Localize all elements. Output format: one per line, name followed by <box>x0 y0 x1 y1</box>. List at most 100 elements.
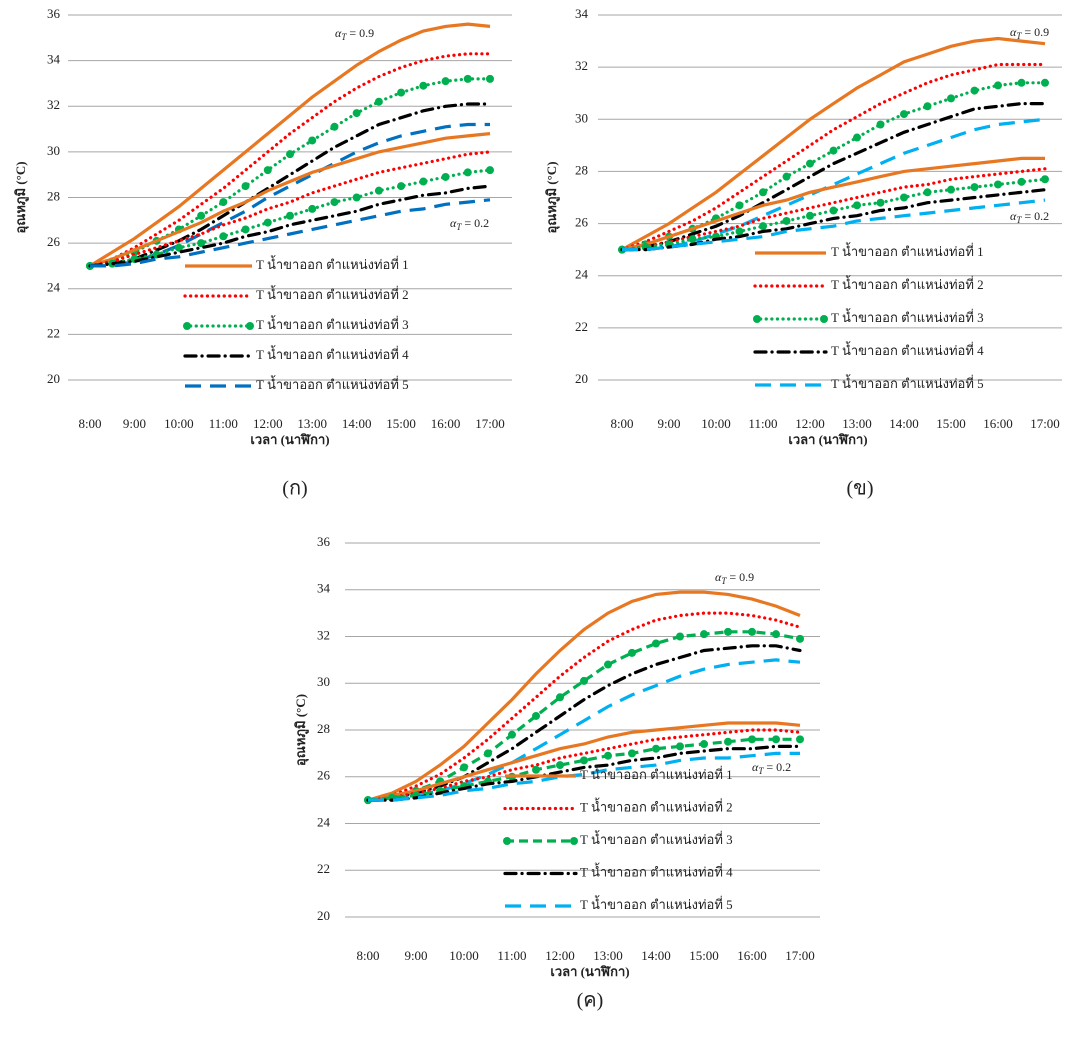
x-tick-label: 10:00 <box>449 948 479 963</box>
legend-label: T น้ำขาออก ตำแหน่งท่อที่ 2 <box>256 285 409 302</box>
series-marker <box>735 227 744 236</box>
series-marker <box>556 693 564 702</box>
x-tick-label: 13:00 <box>297 416 327 431</box>
legend-label: T น้ำขาออก ตำแหน่งท่อที่ 1 <box>256 255 409 272</box>
series-marker <box>1041 78 1049 87</box>
series-line <box>368 751 800 802</box>
legend-label: T น้ำขาออก ตำแหน่งท่อที่ 1 <box>831 242 984 259</box>
y-tick-label: 20 <box>317 908 330 923</box>
series-marker <box>782 216 791 225</box>
caption: (ก) <box>282 478 307 500</box>
series-marker <box>197 239 206 248</box>
x-tick-label: 12:00 <box>795 416 825 431</box>
series-marker <box>419 177 428 186</box>
y-tick-label: 24 <box>317 814 331 829</box>
series-marker <box>219 198 228 207</box>
series-line <box>368 658 801 802</box>
legend-marker <box>753 315 761 323</box>
legend-label: T น้ำขาออก ตำแหน่งท่อที่ 3 <box>256 315 409 332</box>
series-marker <box>829 146 838 155</box>
series-marker <box>796 735 804 744</box>
series-line <box>366 644 802 802</box>
series-marker <box>556 761 564 770</box>
series-marker <box>604 751 612 760</box>
x-tick-label: 12:00 <box>545 948 575 963</box>
legend-label: T น้ำขาออก ตำแหน่งท่อที่ 2 <box>831 275 984 292</box>
x-tick-label: 16:00 <box>737 948 767 963</box>
series-marker <box>604 660 612 669</box>
chart-panel: 20 22 24 26 28 30 32 34 36 8:00 9:00 10:00 11:00 12:0… <box>293 534 820 1012</box>
series-line <box>620 102 1047 252</box>
series-marker <box>724 627 732 636</box>
series-marker <box>286 211 294 220</box>
legend-label: T น้ำขาออก ตำแหน่งท่อที่ 5 <box>831 374 984 391</box>
series-marker <box>1017 177 1026 186</box>
x-tick-label: 14:00 <box>641 948 671 963</box>
series-marker <box>759 188 767 197</box>
series-marker <box>748 627 756 636</box>
series-marker <box>374 186 383 195</box>
series-line <box>89 132 491 268</box>
series-marker <box>900 110 908 119</box>
series-marker <box>759 222 767 231</box>
y-tick-label: 26 <box>47 234 61 249</box>
series-marker <box>463 74 472 83</box>
series-line <box>89 22 491 268</box>
y-tick-label: 30 <box>317 674 330 689</box>
series-marker <box>441 77 450 86</box>
annotation-symbol: α <box>1010 209 1017 223</box>
series-marker <box>174 243 183 252</box>
legend-marker <box>570 837 578 845</box>
legend-label: T น้ำขาออก ตำแหน่งท่อที่ 2 <box>580 797 733 814</box>
y-tick-label: 24 <box>575 267 589 282</box>
series-line <box>367 721 801 802</box>
series-marker <box>352 193 361 202</box>
legend-marker <box>503 837 511 845</box>
legend-label: T น้ำขาออก ตำแหน่งท่อที่ 3 <box>580 830 733 847</box>
series-marker <box>923 102 932 111</box>
legend-label: T น้ำขาออก ตำแหน่งท่อที่ 3 <box>831 308 984 325</box>
annotation-symbol: α <box>752 760 759 774</box>
x-tick-label: 15:00 <box>386 416 416 431</box>
y-tick-label: 28 <box>317 721 330 736</box>
y-tick-label: 32 <box>317 627 330 642</box>
annotation: αT = 0.9 <box>715 570 754 586</box>
x-tick-label: 12:00 <box>253 416 283 431</box>
x-tick-label: 8:00 <box>356 948 379 963</box>
series-line <box>621 36 1046 252</box>
series-marker <box>970 183 979 192</box>
y-axis-title: อุณหภูมิ (°C) <box>544 161 560 233</box>
x-tick-label: 17:00 <box>785 948 815 963</box>
series-marker <box>772 630 780 639</box>
y-tick-label: 34 <box>575 6 589 21</box>
series-line <box>88 102 492 268</box>
chart-panel: 20 22 24 26 28 30 32 34 8:00 9:00 10:00 11:00 12:00 1… <box>544 6 1062 500</box>
annotation-text: = 0.9 <box>726 570 754 584</box>
series-marker <box>263 166 272 175</box>
series-marker <box>700 740 708 749</box>
caption: (ค) <box>577 990 604 1012</box>
y-tick-label: 24 <box>47 280 61 295</box>
series-marker <box>397 88 406 97</box>
series-marker <box>1041 175 1049 184</box>
series-marker <box>374 97 383 106</box>
y-tick-label: 22 <box>575 319 588 334</box>
series-marker <box>241 182 250 191</box>
annotation-subscript: T <box>456 222 462 232</box>
series-marker <box>397 182 406 191</box>
series-marker <box>853 201 861 210</box>
annotation-subscript: T <box>758 766 764 776</box>
series-marker <box>463 168 472 177</box>
legend-label: T น้ำขาออก ตำแหน่งท่อที่ 4 <box>580 862 733 879</box>
x-tick-label: 16:00 <box>983 416 1013 431</box>
y-tick-label: 26 <box>575 215 589 230</box>
x-tick-label: 11:00 <box>209 416 238 431</box>
x-axis-title: เวลา (นาฬิกา) <box>788 432 867 447</box>
series-marker <box>460 763 468 772</box>
series-marker <box>532 765 540 774</box>
series-line <box>367 590 801 802</box>
annotation-subscript: T <box>1016 215 1022 225</box>
y-tick-label: 28 <box>575 162 588 177</box>
y-tick-label: 22 <box>47 325 60 340</box>
series-marker <box>486 166 494 175</box>
